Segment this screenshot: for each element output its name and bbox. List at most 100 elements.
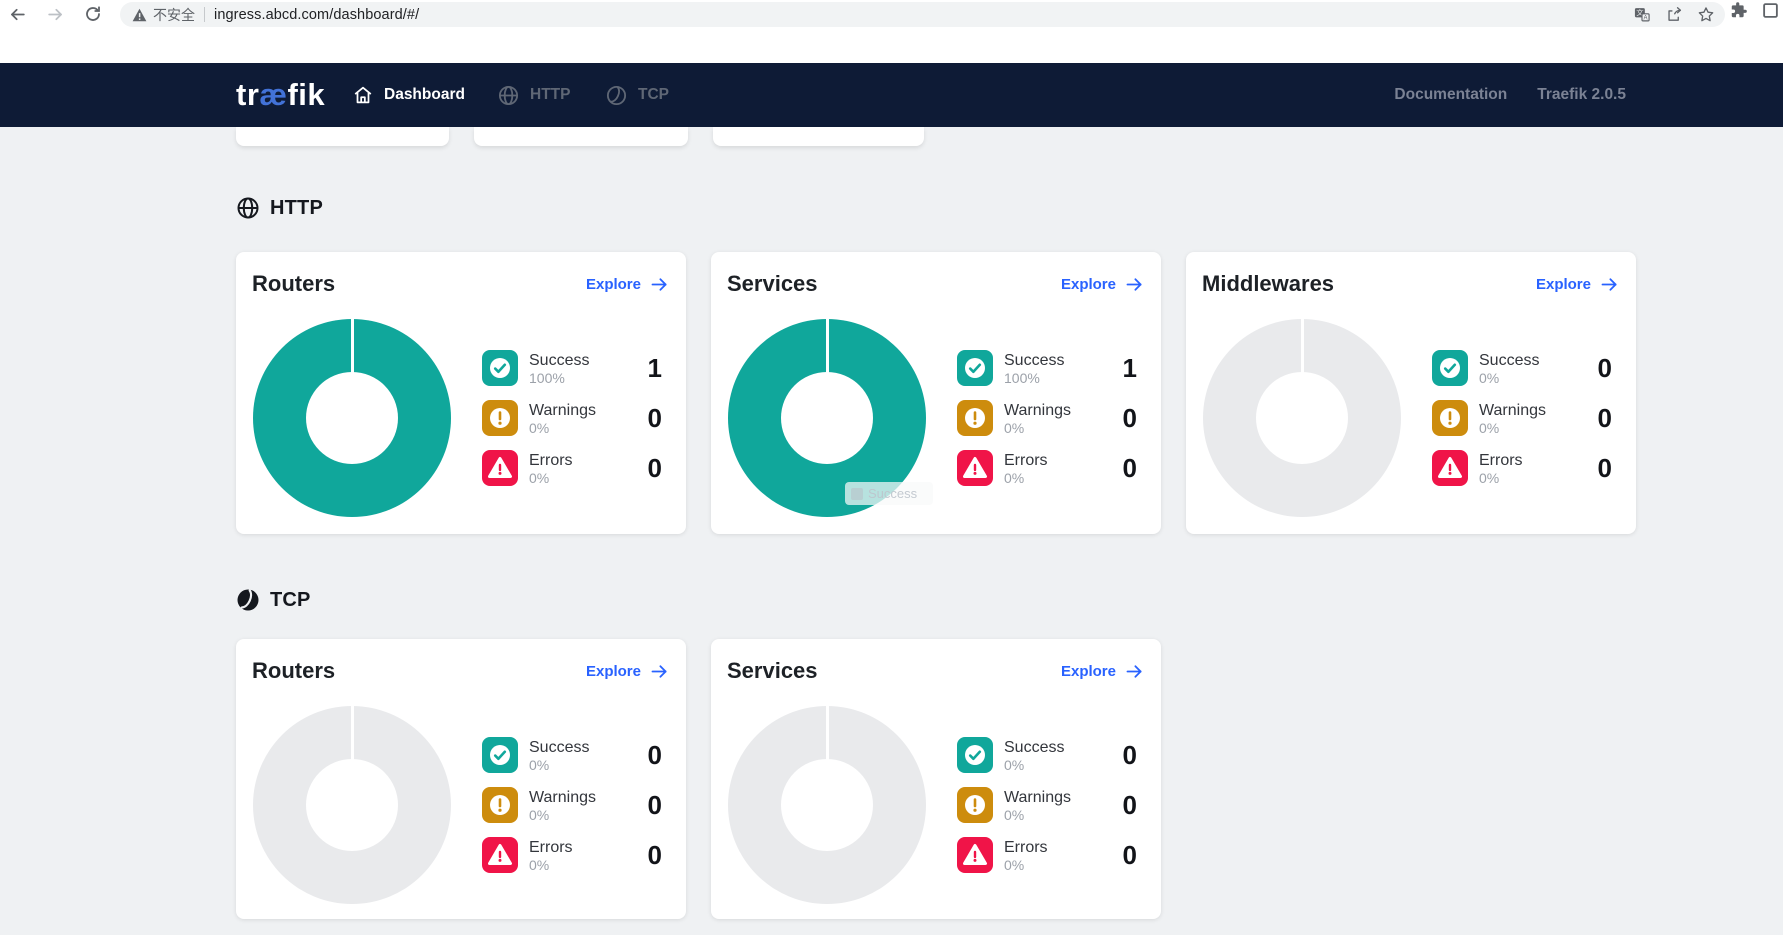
arrow-right-icon — [1601, 277, 1617, 291]
tcp-ball-icon — [237, 589, 259, 611]
success-icon — [1432, 350, 1468, 386]
stat-percentage: 0% — [1479, 369, 1500, 386]
error-icon — [957, 450, 993, 486]
card-http-services: Services Explore Success Success 100% 1 — [711, 252, 1161, 534]
donut-notch — [350, 319, 354, 418]
top-navbar: tr æ fik Dashboard HTTP TCP Documentation … — [0, 63, 1783, 127]
success-icon — [957, 350, 993, 386]
reload-icon — [86, 6, 100, 21]
success-icon — [957, 737, 993, 773]
stat-label: Warnings — [529, 788, 596, 806]
explore-link[interactable]: Explore — [1536, 274, 1620, 295]
donut-notch — [1300, 319, 1304, 418]
warning-icon — [957, 787, 993, 823]
stat-row-warnings: Warnings 0% 0 — [1432, 400, 1612, 436]
card-http-middlewares: Middlewares Explore Success 0% 0 Warnings… — [1186, 252, 1636, 534]
extensions-puzzle-icon[interactable] — [1729, 1, 1748, 20]
partial-card — [713, 127, 924, 146]
svg-text:文: 文 — [1636, 8, 1643, 17]
stat-percentage: 0% — [1004, 419, 1025, 436]
explore-link[interactable]: Explore — [1061, 661, 1145, 682]
stat-value: 0 — [647, 402, 662, 433]
browser-back-button[interactable] — [4, 1, 30, 27]
stat-label: Errors — [1004, 838, 1048, 856]
stat-value: 0 — [1122, 452, 1137, 483]
logo-text-ae: æ — [259, 77, 288, 112]
browser-forward-button[interactable] — [42, 1, 68, 27]
warning-icon — [957, 400, 993, 436]
nav-tab-http[interactable]: HTTP — [497, 63, 570, 127]
traefik-logo[interactable]: tr æ fik — [236, 63, 325, 127]
bookmark-star-icon[interactable] — [1697, 6, 1715, 23]
explore-label: Explore — [585, 662, 641, 680]
arrow-right-icon — [1126, 664, 1142, 678]
warning-icon — [1432, 400, 1468, 436]
donut-notch — [350, 706, 354, 805]
documentation-link[interactable]: Documentation — [1394, 86, 1508, 103]
explore-label: Explore — [1060, 662, 1116, 680]
explore-link[interactable]: Explore — [586, 661, 670, 682]
logo-text-fik: fik — [287, 77, 326, 112]
explore-link[interactable]: Explore — [1061, 274, 1145, 295]
stat-label: Warnings — [1004, 788, 1071, 806]
card-http-routers: Routers Explore Success 100% 1 Warnings 0%… — [236, 252, 686, 534]
security-status-label[interactable]: 不安全 — [153, 6, 195, 23]
tooltip-swatch — [851, 487, 863, 500]
stat-row-errors: Errors 0% 0 — [957, 837, 1137, 873]
logo-text-tr: tr — [236, 77, 260, 112]
browser-reload-button[interactable] — [80, 1, 106, 27]
globe-icon — [237, 197, 259, 219]
card-title: Routers — [252, 658, 336, 683]
stat-row-success: Success 0% 0 — [482, 737, 662, 773]
tooltip-label: Success — [868, 486, 918, 501]
stat-row-success: Success 100% 1 — [957, 350, 1137, 386]
stat-row-success: Success 100% 1 — [482, 350, 662, 386]
chart-tooltip: Success — [845, 482, 933, 505]
stat-label: Success — [1004, 738, 1065, 756]
stat-row-success: Success 0% 0 — [1432, 350, 1612, 386]
stat-label: Errors — [529, 451, 573, 469]
explore-label: Explore — [1535, 275, 1591, 293]
error-icon — [1432, 450, 1468, 486]
card-tcp-routers: Routers Explore Success 0% 0 Warnings 0% 0 — [236, 639, 686, 919]
stat-percentage: 0% — [529, 756, 550, 773]
nav-tab-dashboard[interactable]: Dashboard — [352, 63, 465, 127]
section-heading-tcp: TCP — [236, 588, 311, 612]
globe-icon — [498, 85, 519, 105]
nav-tab-label: Dashboard — [384, 86, 465, 103]
partial-card — [474, 127, 688, 146]
stat-label: Errors — [1004, 451, 1048, 469]
stat-label: Warnings — [529, 401, 596, 419]
stat-value: 0 — [1597, 352, 1612, 383]
donut-chart — [253, 706, 451, 904]
not-secure-warning-icon[interactable] — [132, 8, 147, 22]
stat-label: Success — [529, 351, 590, 369]
warning-icon — [482, 787, 518, 823]
explore-label: Explore — [585, 275, 641, 293]
stat-row-errors: Errors 0% 0 — [957, 450, 1137, 486]
stat-row-success: Success 0% 0 — [957, 737, 1137, 773]
error-icon — [482, 837, 518, 873]
stat-percentage: 0% — [1004, 756, 1025, 773]
warning-icon — [482, 400, 518, 436]
arrow-right-icon — [651, 664, 667, 678]
share-icon[interactable] — [1665, 6, 1683, 23]
url-text[interactable]: ingress.abcd.com/dashboard/#/ — [214, 6, 420, 23]
stat-label: Success — [1004, 351, 1065, 369]
donut-notch — [825, 319, 829, 418]
svg-text:A: A — [1644, 15, 1648, 21]
stat-row-warnings: Warnings 0% 0 — [957, 787, 1137, 823]
stat-percentage: 0% — [529, 469, 550, 486]
partial-card — [236, 127, 449, 146]
stat-label: Errors — [529, 838, 573, 856]
stat-value: 0 — [1122, 402, 1137, 433]
stat-label: Errors — [1479, 451, 1523, 469]
explore-link[interactable]: Explore — [586, 274, 670, 295]
stat-label: Warnings — [1479, 401, 1546, 419]
nav-tab-tcp[interactable]: TCP — [605, 63, 669, 127]
stat-percentage: 0% — [1004, 856, 1025, 873]
browser-profile-icon[interactable] — [1762, 1, 1779, 20]
